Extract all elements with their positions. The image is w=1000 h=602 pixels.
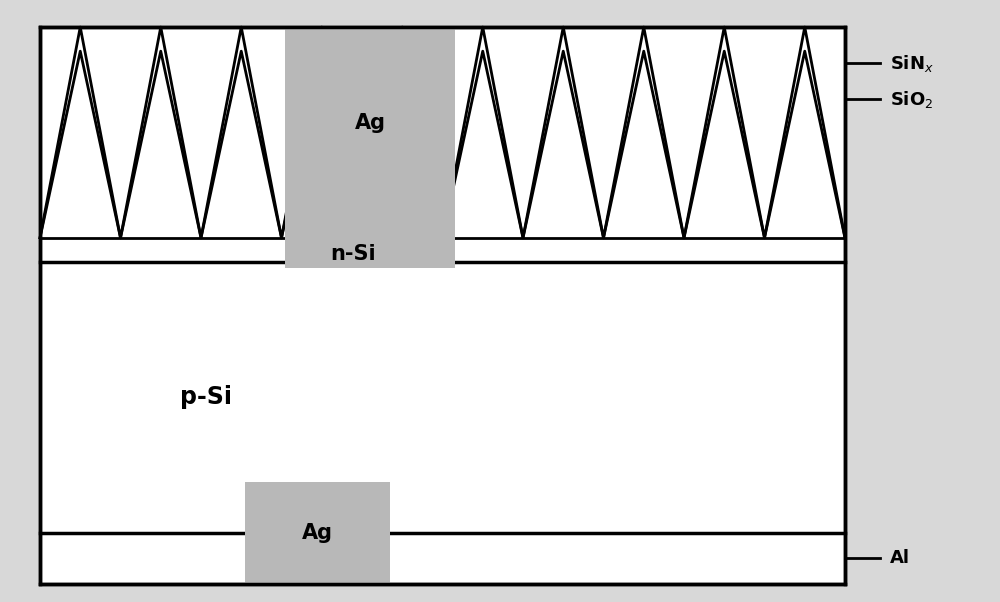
Text: SiO$_2$: SiO$_2$	[890, 89, 933, 110]
Text: n-Si: n-Si	[330, 244, 376, 264]
Text: SiN$_x$: SiN$_x$	[890, 53, 934, 73]
Text: p-Si: p-Si	[180, 385, 232, 409]
Text: Ag: Ag	[354, 113, 386, 134]
Bar	[245, 482, 390, 584]
Bar	[40, 27, 845, 584]
Text: Al: Al	[890, 549, 910, 567]
Bar	[285, 27, 455, 268]
Text: Ag: Ag	[302, 523, 333, 543]
